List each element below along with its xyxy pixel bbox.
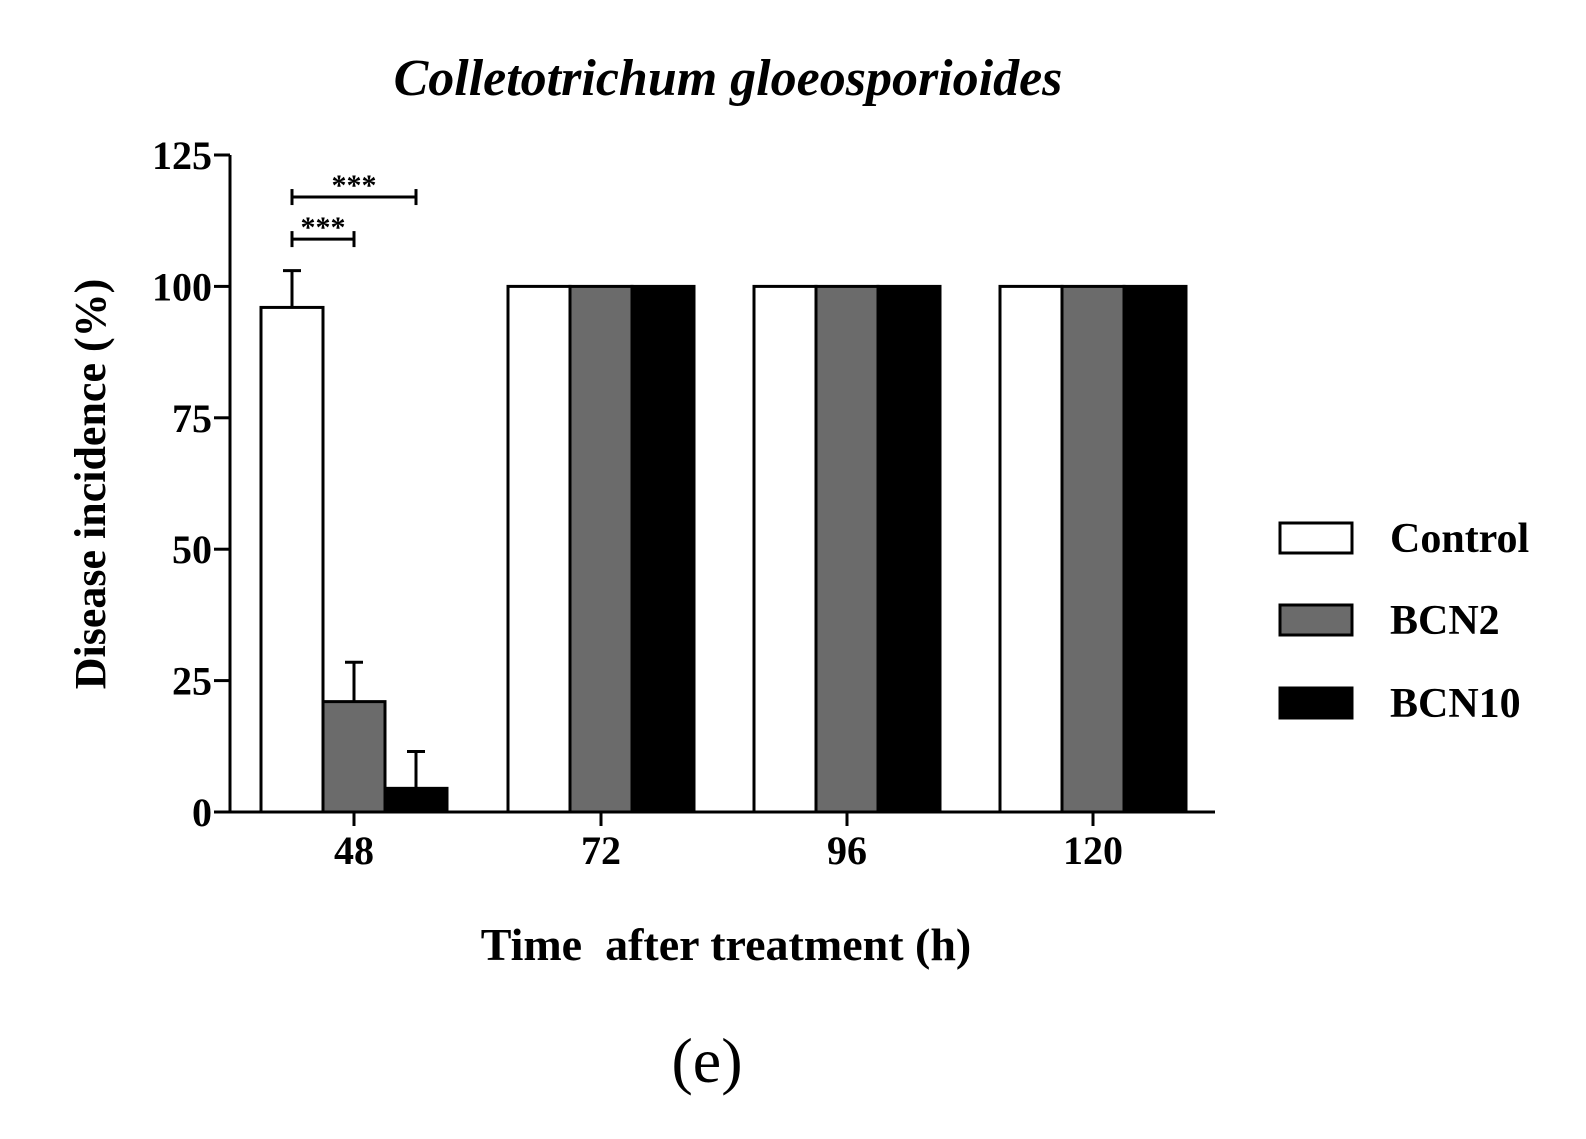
x-tick-label: 120	[1063, 828, 1123, 873]
x-tick-label: 48	[334, 828, 374, 873]
legend-label-bcn10: BCN10	[1390, 681, 1521, 727]
y-tick-label: 125	[152, 133, 212, 178]
bar-bcn10-72	[630, 284, 696, 814]
bar-bcn2-48	[321, 700, 387, 814]
y-tick-label: 75	[172, 396, 212, 441]
y-tick-label: 25	[172, 659, 212, 704]
x-axis-label: Time after treatment (h)	[481, 919, 972, 970]
legend: Control BCN2 BCN10	[1278, 516, 1529, 727]
plot-area: 0 25 50 75 100 125 48 72 96 120 *** ***	[152, 133, 1215, 873]
y-axis-label: Disease incidence (%)	[66, 279, 115, 690]
x-tick-label: 96	[827, 828, 867, 873]
bar-bcn10-120	[1122, 284, 1188, 814]
y-tick-label: 50	[172, 527, 212, 572]
bar-bcn2-96	[814, 284, 880, 814]
y-tick-label: 0	[192, 790, 212, 835]
bar-bcn10-96	[876, 284, 942, 814]
legend-swatch-bcn2	[1278, 603, 1354, 637]
bar-bcn2-120	[1060, 284, 1126, 814]
bar-control-72	[506, 284, 572, 814]
legend-swatch-control	[1278, 521, 1354, 555]
y-tick-label: 100	[152, 264, 212, 309]
bar-control-48	[259, 305, 325, 814]
legend-label-bcn2: BCN2	[1390, 598, 1500, 644]
x-tick-label: 72	[581, 828, 621, 873]
legend-swatch-bcn10	[1278, 686, 1354, 720]
chart-title: Colletotrichum gloeosporioides	[394, 50, 1063, 107]
bar-control-96	[752, 284, 818, 814]
bar-bcn10-48	[383, 786, 449, 814]
significance-label: ***	[301, 211, 346, 244]
bar-control-120	[998, 284, 1064, 814]
bar-bcn2-72	[568, 284, 634, 814]
significance-label: ***	[332, 169, 377, 202]
panel-label: (e)	[671, 1025, 742, 1096]
legend-label-control: Control	[1390, 516, 1529, 562]
